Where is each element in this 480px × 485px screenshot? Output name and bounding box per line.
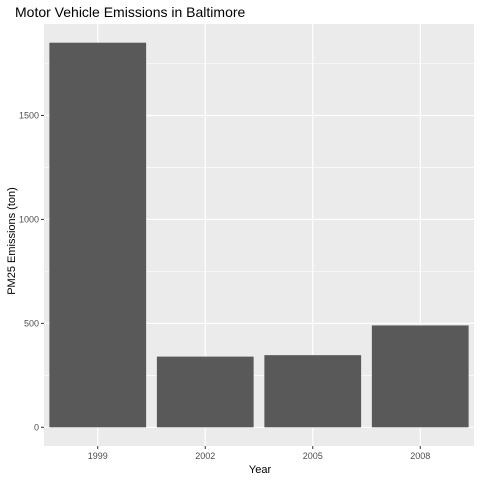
y-axis: 0 500 1000 1500 [19, 110, 44, 432]
x-axis-title: Year [249, 464, 272, 476]
bar-2005 [264, 355, 362, 428]
y-tick-label: 1000 [19, 214, 39, 224]
bar-2002 [156, 356, 254, 428]
bar-1999 [49, 42, 147, 428]
bar-2008 [371, 325, 469, 428]
chart-title: Motor Vehicle Emissions in Baltimore [15, 4, 246, 20]
x-tick-label: 2008 [410, 451, 430, 461]
y-tick-label: 500 [24, 318, 39, 328]
x-tick-label: 2005 [303, 451, 323, 461]
y-tick-label: 1500 [19, 110, 39, 120]
y-axis-title: PM25 Emissions (ton) [6, 187, 18, 295]
x-tick-label: 1999 [88, 451, 108, 461]
x-axis: 1999 2002 2005 2008 [88, 446, 430, 461]
bars [49, 42, 469, 428]
y-tick-label: 0 [34, 422, 39, 432]
x-tick-label: 2002 [195, 451, 215, 461]
